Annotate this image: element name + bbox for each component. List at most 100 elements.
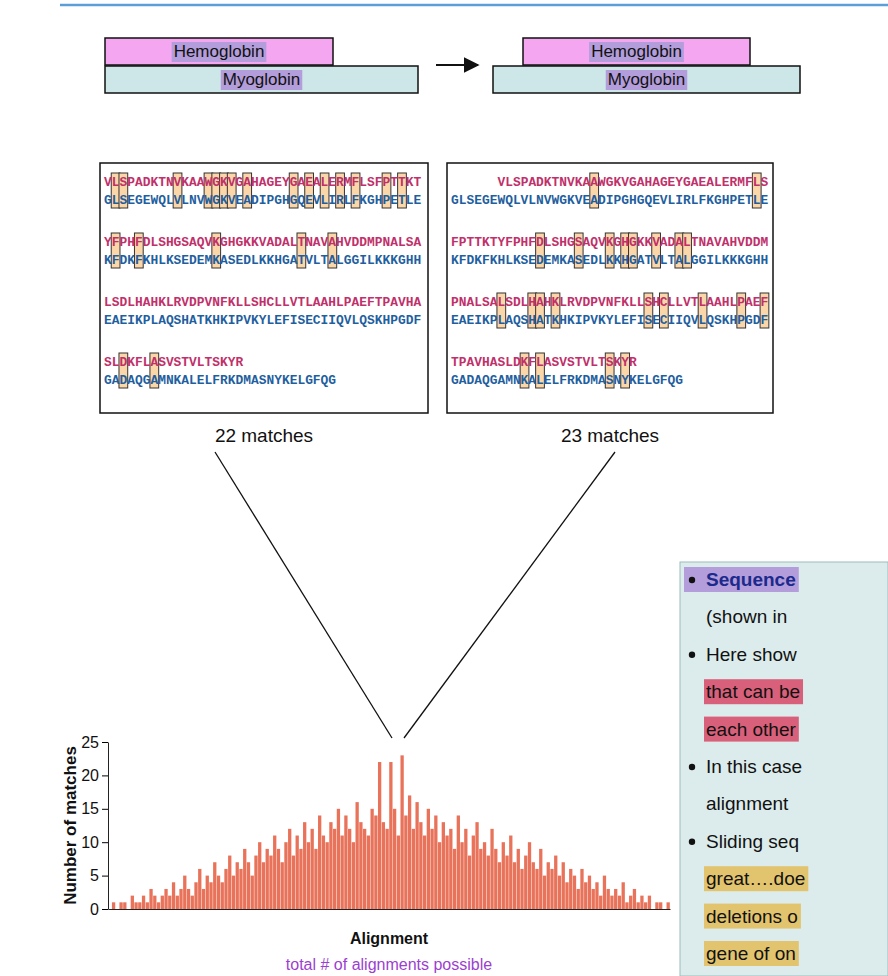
bar <box>400 755 403 909</box>
bar <box>329 822 332 909</box>
bar <box>584 882 587 909</box>
bar <box>344 815 347 909</box>
sequence-myoglobin: KFDKFKHLKSEDEMKASEDLKKHGATVLTALGGILKKKGH… <box>451 253 768 268</box>
bar <box>513 862 516 909</box>
bar <box>468 856 471 909</box>
bar <box>356 802 359 909</box>
bar <box>644 902 647 909</box>
bar <box>659 902 662 909</box>
sequence-hemoglobin: PNALSALSDLHAHKLRVDPVNFKLLSHCLLVTLAAHLPAE… <box>451 295 768 310</box>
y-tick-mark <box>102 909 108 910</box>
bullet-panel-bg <box>680 562 888 976</box>
bar <box>438 842 441 909</box>
bar <box>565 882 568 909</box>
bar <box>191 896 194 909</box>
bar <box>112 902 115 909</box>
bullet-dot <box>689 577 695 583</box>
text-highlight <box>704 904 801 929</box>
bar <box>194 882 197 909</box>
y-axis: 0510152025 <box>81 734 108 918</box>
bar <box>277 849 280 909</box>
bar <box>284 842 287 909</box>
text-highlight <box>684 567 799 592</box>
bar <box>251 876 254 909</box>
bar <box>618 896 621 909</box>
y-axis-line <box>108 743 109 910</box>
bullet-text: deletions o <box>706 906 798 927</box>
bar <box>254 856 257 909</box>
bar <box>374 815 377 909</box>
y-tick-mark <box>102 876 108 877</box>
x-axis-line <box>109 909 671 910</box>
bar <box>142 896 145 909</box>
bullet-dot <box>689 764 695 770</box>
bar <box>502 842 505 909</box>
bar <box>157 902 160 909</box>
bar <box>213 862 216 909</box>
y-tick-mark <box>102 742 108 743</box>
bar <box>367 836 370 909</box>
bar <box>453 849 456 909</box>
bar <box>131 896 134 909</box>
sequence-myoglobin: KFDKFKHLKSEDEMKASEDLKKHGATVLTALGGILKKKGH… <box>104 253 421 268</box>
bullet-text: In this case <box>706 756 802 777</box>
bar <box>397 836 400 909</box>
bar <box>127 909 130 910</box>
sequence-hemoglobin: VLSPADKTNVKAAWGKVGAHAGEYGAEALERMFLS <box>497 175 768 190</box>
bullet-text: Here show <box>706 644 797 665</box>
panel-frame <box>447 163 773 413</box>
sequence-hemoglobin: SLDKFLASVSTVLTSKYR <box>104 355 244 370</box>
bar <box>539 849 542 909</box>
connector <box>404 452 615 738</box>
y-tick-label: 20 <box>81 767 99 784</box>
bar <box>595 882 598 909</box>
bar <box>307 842 310 909</box>
bar <box>648 896 651 909</box>
bar <box>415 802 418 909</box>
bar <box>314 849 317 909</box>
match-count: 23 matches <box>561 425 659 446</box>
bar <box>352 842 355 909</box>
bar <box>637 902 640 909</box>
bar <box>655 902 658 909</box>
bar <box>363 829 366 909</box>
bar <box>483 842 486 909</box>
bar <box>164 889 167 909</box>
label-highlight <box>589 42 684 62</box>
bar <box>119 902 122 909</box>
y-tick: 10 <box>81 834 108 851</box>
bullet-text: Sequence <box>706 569 796 590</box>
bars <box>112 755 670 909</box>
bar <box>134 902 137 909</box>
y-tick-mark <box>102 775 108 776</box>
bar <box>599 896 602 909</box>
bullet-text: (shown in <box>706 606 787 627</box>
alignment-panel: VLSPADKTNVKAAWGKVGAHAGEYGAEALERMFLSFPTTK… <box>100 163 428 413</box>
protein-box <box>105 66 418 93</box>
bar <box>472 836 475 909</box>
bar <box>430 829 433 909</box>
sequence-hemoglobin: FPTTKTYFPHFDLSHGSAQVKGHGKKVADALTNAVAHVDD… <box>451 235 768 250</box>
bar <box>243 849 246 909</box>
bar <box>221 882 224 909</box>
bar <box>588 876 591 909</box>
bullet-panel: Sequence(shown inHere showthat can beeac… <box>680 562 888 976</box>
label-highlight <box>606 70 688 90</box>
arrow <box>436 64 478 66</box>
bar <box>640 896 643 909</box>
bar <box>341 836 344 909</box>
bar <box>562 862 565 909</box>
bar <box>663 909 666 910</box>
bar <box>614 889 617 909</box>
text-highlight <box>704 679 803 704</box>
bar <box>479 849 482 909</box>
sequence-hemoglobin: LSDLHAHKLRVDPVNFKLLSHCLLVTLAAHLPAEFTPAVH… <box>104 295 421 310</box>
protein-box <box>523 38 750 65</box>
bar <box>419 822 422 909</box>
bar <box>490 829 493 909</box>
panel-frame <box>100 163 428 413</box>
bullet-text: that can be <box>706 681 800 702</box>
protein-label: Hemoglobin <box>591 42 682 61</box>
bar <box>198 869 201 909</box>
bar <box>449 829 452 909</box>
